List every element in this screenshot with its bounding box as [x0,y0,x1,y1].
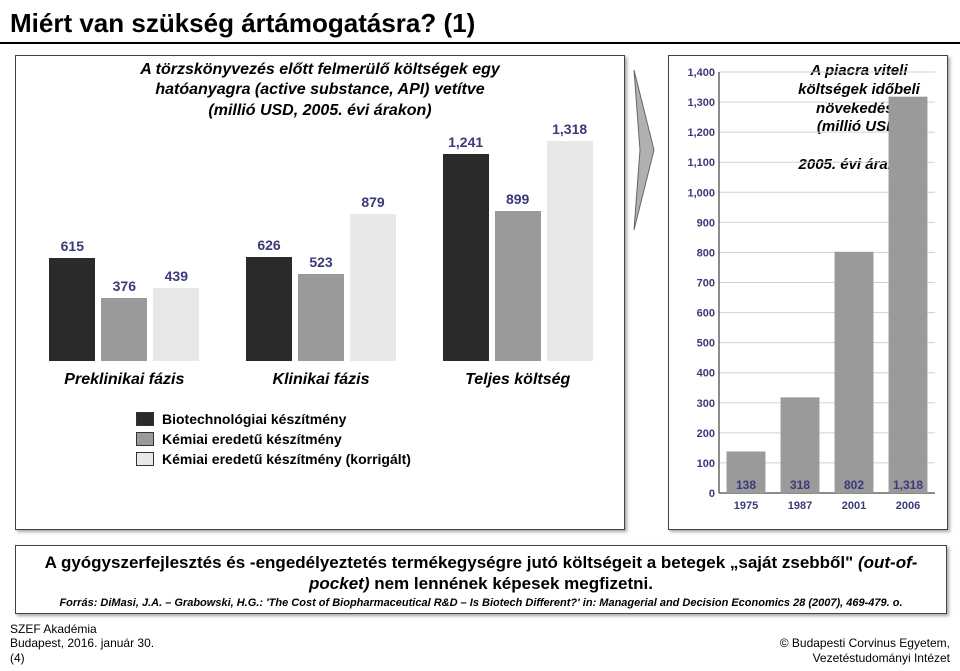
legend-row: Kémiai eredetű készítmény (korrigált) [136,451,411,467]
chart2-ytick: 200 [697,428,715,440]
legend-row: Kémiai eredetű készítmény [136,431,411,447]
chart2-ytick: 300 [697,398,715,410]
chart1-bar-label: 523 [298,254,344,270]
conc-a: A gyógyszerfejlesztés és -engedélyezteté… [45,553,858,572]
legend-swatch [136,452,154,466]
chart1-group: 626523879 [236,214,406,361]
chart1-bar-label: 615 [49,238,95,254]
cost-by-phase-chart: 6153764396265238791,2418991,318 [26,141,616,361]
conclusion-text: A gyógyszerfejlesztés és -engedélyezteté… [26,552,936,595]
arrow-icon [632,70,662,230]
footer-left-2: Budapest, 2016. január 30. [10,636,154,650]
legend-label: Kémiai eredetű készítmény [162,431,342,447]
left-intro-line2: hatóanyagra (active substance, API) vetí… [155,81,484,98]
chart1-bar-label: 879 [350,194,396,210]
legend-swatch [136,432,154,446]
chart1-bar-label: 376 [101,278,147,294]
footer-left-1: SZEF Akadémia [10,622,97,636]
conclusion-box: A gyógyszerfejlesztés és -engedélyezteté… [15,545,947,614]
chart1-bar: 376 [101,298,147,361]
chart2-ytick: 1,000 [687,187,715,199]
chart2-ytick: 700 [697,278,715,290]
chart2-ytick: 400 [697,368,715,380]
page-title: Miért van szükség ártámogatásra? (1) [10,8,475,39]
legend-row: Biotechnológiai készítmény [136,411,411,427]
cost-over-time-chart: 0 100 200 300 400 500 600 700 800 900 1,000 1,100 1,… [677,66,941,521]
chart2-ytick: 900 [697,217,715,229]
chart2-ytick: 1,100 [687,157,715,169]
chart1-bar: 1,241 [443,154,489,361]
chart1-bar: 439 [153,288,199,361]
legend-label: Biotechnológiai készítmény [162,411,346,427]
chart2-ytick: 1,300 [687,97,715,109]
chart1-bar-label: 439 [153,268,199,284]
footer-right-1: © Budapesti Corvinus Egyetem, [780,636,950,650]
left-intro: A törzskönyvezés előtt felmerülő költség… [16,60,624,100]
chart2-ytick: 0 [709,488,715,500]
conc-b: nem lennének képesek megfizetni. [370,574,653,593]
chart2-bar [889,97,928,493]
chart2-ytick: 1,200 [687,127,715,139]
left-intro-line1: A törzskönyvezés előtt felmerülő költség… [140,61,500,78]
title-underline [0,42,960,44]
chart2-ytick: 100 [697,458,715,470]
chart1-bar: 626 [246,257,292,361]
chart2-bar-label: 1,318 [893,478,923,492]
chart2-bar-label: 802 [844,478,864,492]
chart2-bar-label: 318 [790,478,810,492]
left-panel: A törzskönyvezés előtt felmerülő költség… [15,55,625,530]
chart2-xtick: 1975 [734,500,758,512]
left-subcaption: (millió USD, 2005. évi árakon) [16,102,624,120]
footer-left: SZEF Akadémia Budapest, 2016. január 30.… [10,622,154,665]
chart1-bar-label: 899 [495,191,541,207]
chart2-xtick: 2006 [896,500,920,512]
footer-right-2: Vezetéstudományi Intézet [813,651,950,665]
footer-left-3: (4) [10,651,25,665]
chart1-group: 1,2418991,318 [433,141,603,361]
chart1-group: 615376439 [39,258,209,361]
chart1-bar: 1,318 [547,141,593,361]
legend-swatch [136,412,154,426]
chart1-bar: 523 [298,274,344,361]
chart1-bar: 899 [495,211,541,361]
chart1-legend: Biotechnológiai készítmény Kémiai eredetű… [136,411,411,471]
legend-label: Kémiai eredetű készítmény (korrigált) [162,451,411,467]
chart2-ytick: 500 [697,338,715,350]
chart1-x-label: Klinikai fázis [223,371,420,389]
footer-right: © Budapesti Corvinus Egyetem, Vezetéstud… [780,636,950,665]
chart1-x-label: Preklinikai fázis [26,371,223,389]
chart1-bar-label: 1,241 [443,134,489,150]
chart2-xtick: 1987 [788,500,812,512]
chart1-x-categories: Preklinikai fázisKlinikai fázisTeljes kö… [26,371,616,389]
chart2-ytick: 1,400 [687,67,715,79]
chart2-bar [835,252,874,493]
chart1-bar-label: 1,318 [547,121,593,137]
chart1-bar-label: 626 [246,237,292,253]
right-panel: A piacra viteli költségek időbeli növeke… [668,55,948,530]
chart1-bar: 615 [49,258,95,361]
chart2-ytick: 800 [697,247,715,259]
chart1-x-label: Teljes költség [419,371,616,389]
chart2-bar-label: 138 [736,478,756,492]
conclusion-source: Forrás: DiMasi, J.A. – Grabowski, H.G.: … [26,597,936,609]
chart2-ytick: 600 [697,308,715,320]
chart1-bar: 879 [350,214,396,361]
chart2-xtick: 2001 [842,500,866,512]
